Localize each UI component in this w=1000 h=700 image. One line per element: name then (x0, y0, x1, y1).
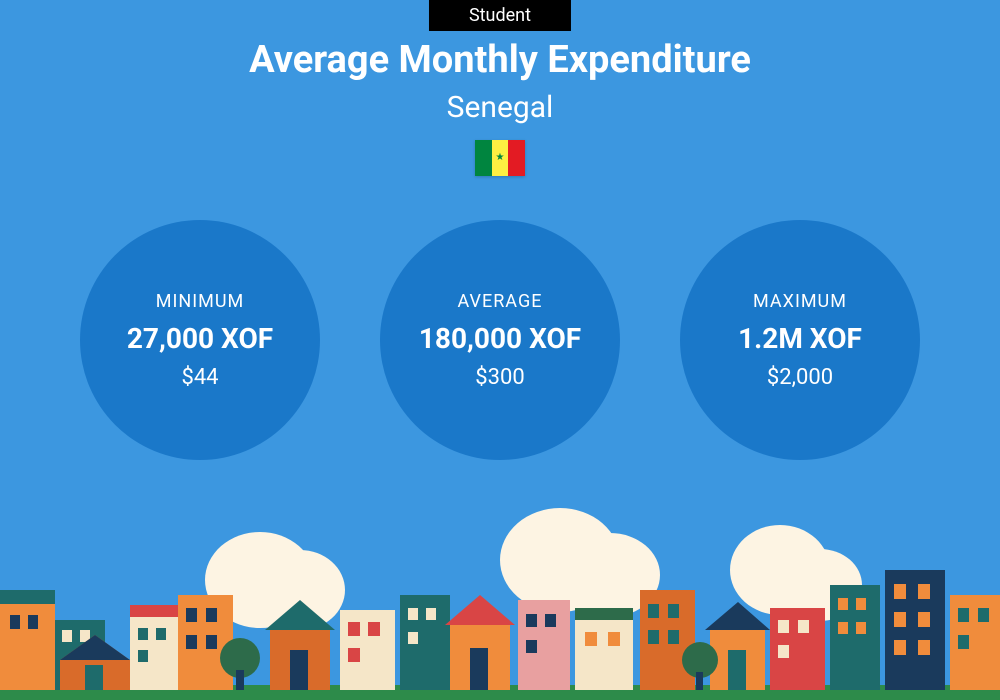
flag-stripe-red (508, 140, 525, 176)
stat-label: AVERAGE (458, 291, 543, 312)
infographic-canvas: Student Average Monthly Expenditure Sene… (0, 0, 1000, 700)
stat-usd: $300 (475, 365, 524, 390)
stat-circle-minimum: MINIMUM 27,000 XOF $44 (80, 220, 320, 460)
stat-value: 27,000 XOF (127, 322, 273, 355)
stat-usd: $2,000 (767, 365, 833, 390)
stat-value: 1.2M XOF (738, 322, 862, 355)
flag-star-icon: ★ (496, 153, 505, 163)
cityscape-illustration (0, 500, 1000, 700)
stat-circles-row: MINIMUM 27,000 XOF $44 AVERAGE 180,000 X… (0, 220, 1000, 460)
stat-usd: $44 (181, 365, 218, 390)
badge-label: Student (469, 5, 531, 26)
stat-circle-maximum: MAXIMUM 1.2M XOF $2,000 (680, 220, 920, 460)
country-flag: ★ (475, 140, 525, 176)
flag-stripe-yellow: ★ (492, 140, 509, 176)
stat-label: MINIMUM (156, 291, 244, 312)
country-subtitle: Senegal (0, 90, 1000, 125)
stat-value: 180,000 XOF (419, 322, 581, 355)
buildings-left (0, 590, 233, 690)
stat-label: MAXIMUM (753, 291, 847, 312)
category-badge: Student (429, 0, 571, 31)
stat-circle-average: AVERAGE 180,000 XOF $300 (380, 220, 620, 460)
main-title: Average Monthly Expenditure (0, 38, 1000, 82)
flag-stripe-green (475, 140, 492, 176)
